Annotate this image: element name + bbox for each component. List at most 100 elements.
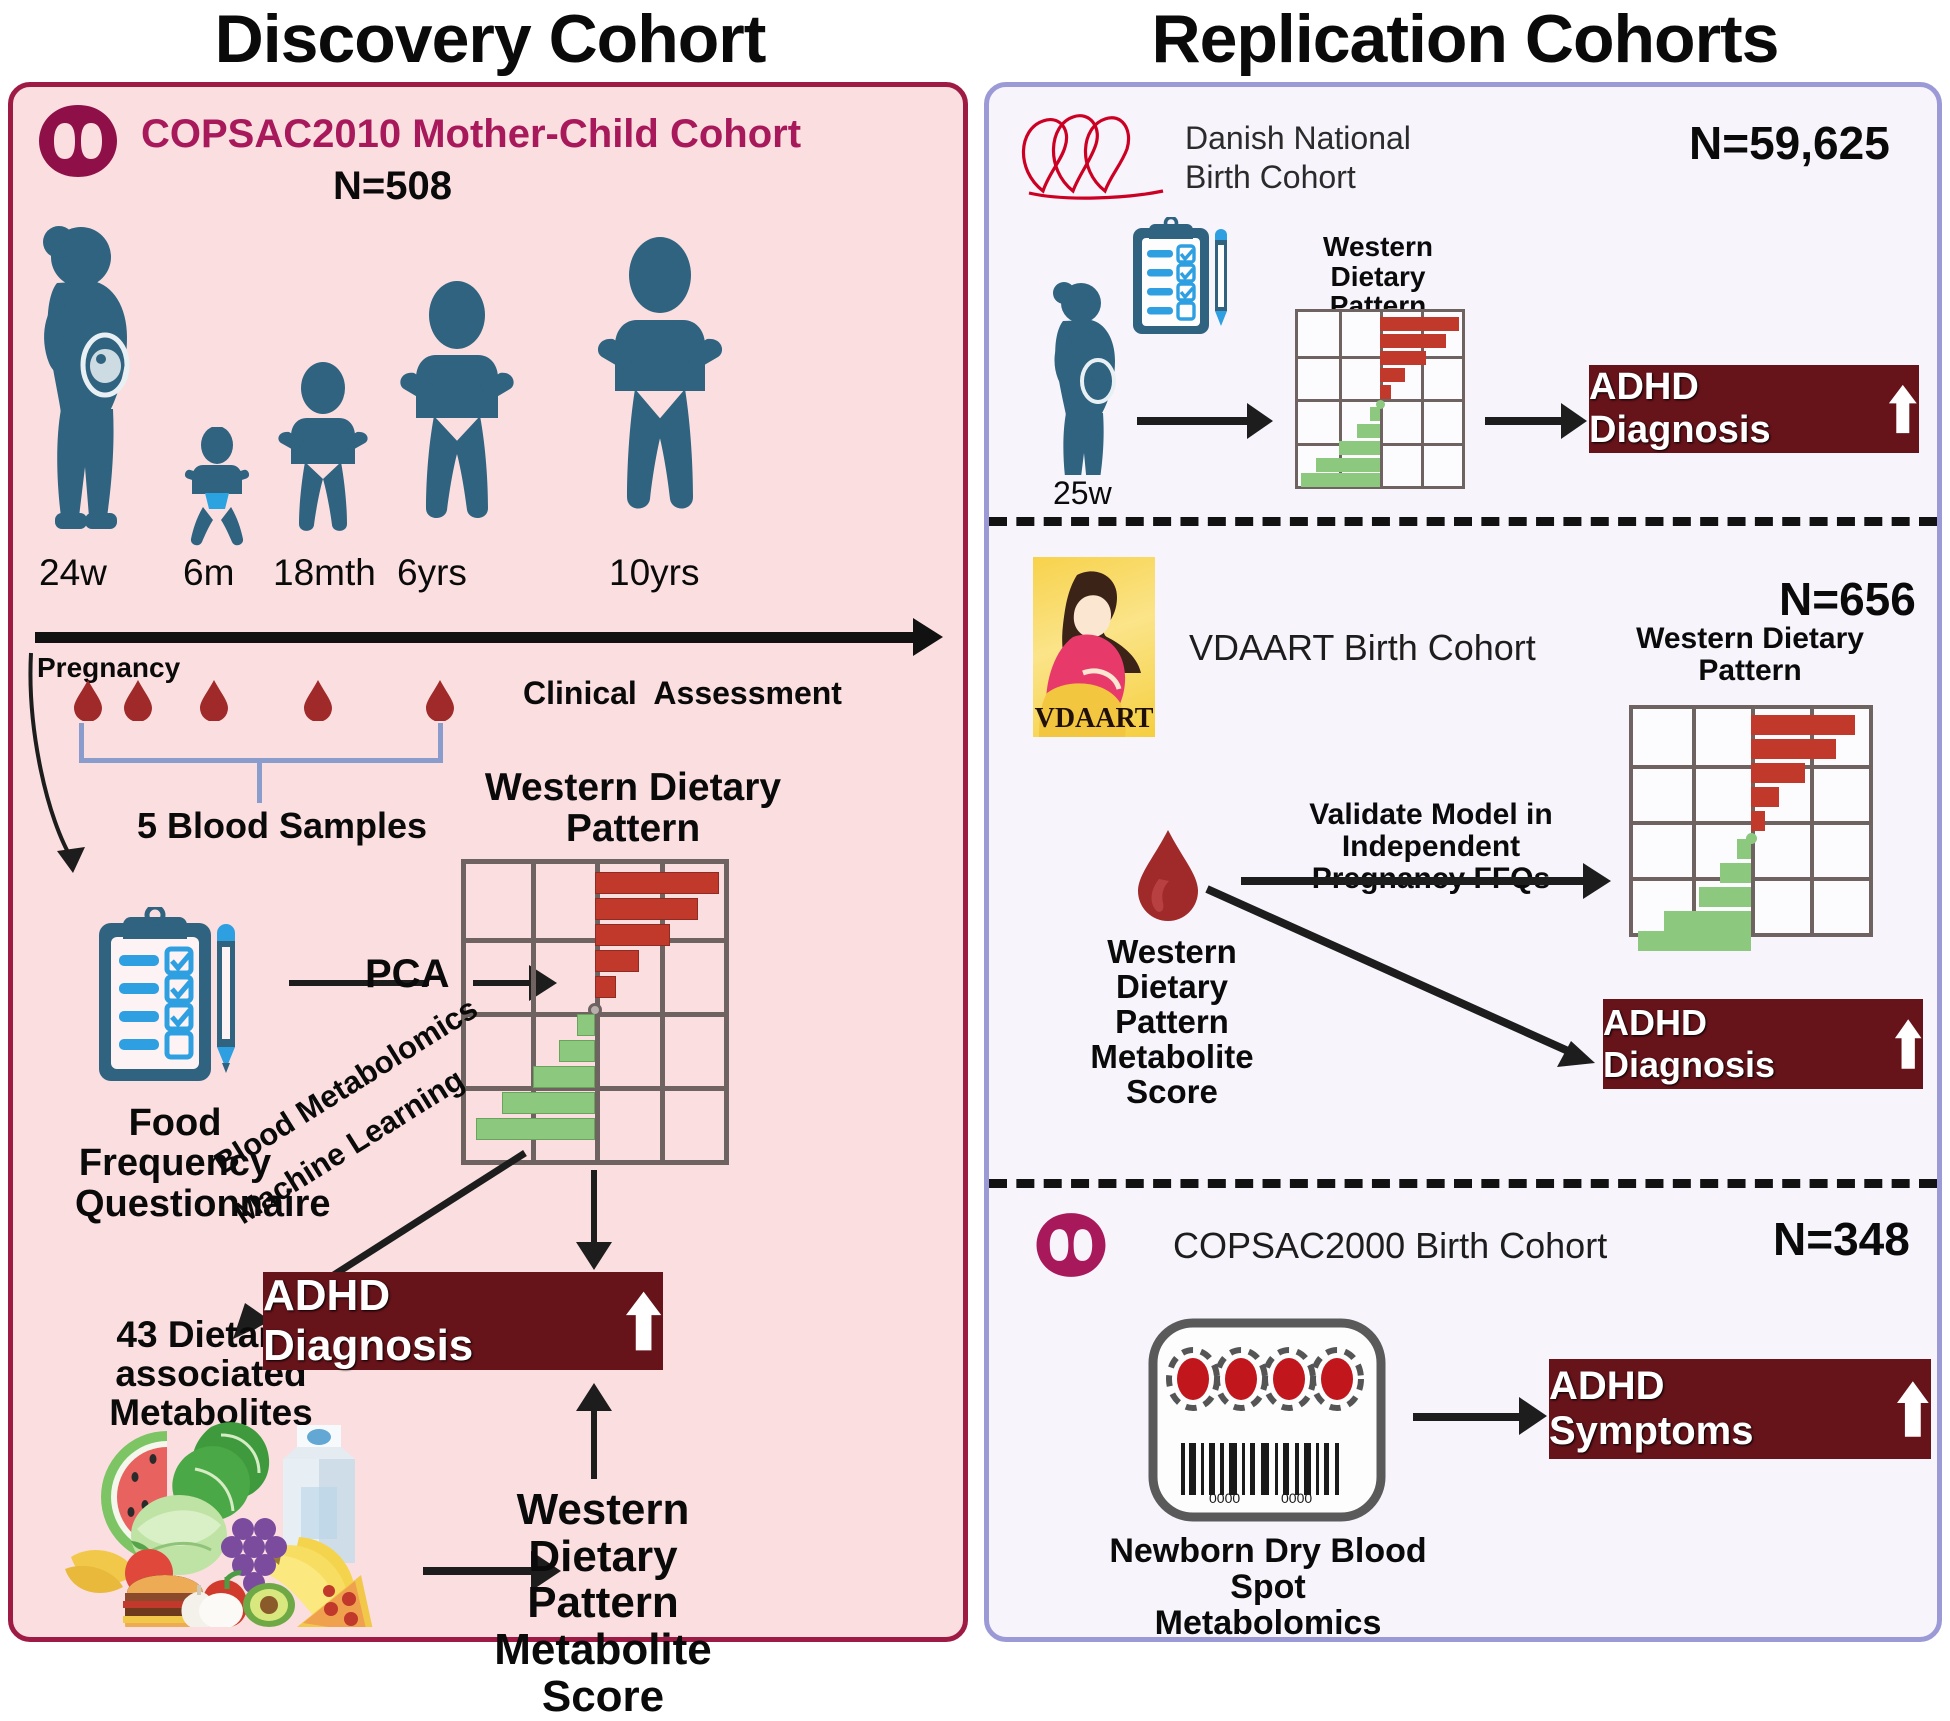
- bar-negative: [558, 1040, 595, 1062]
- vdaart-score-to-adhd-arrow: [1205, 885, 1595, 1067]
- bar-negative: [576, 1014, 595, 1036]
- vdaart-adhd-label: ADHD Diagnosis: [1603, 1002, 1776, 1085]
- chart-origin-node: [1376, 400, 1385, 409]
- bar-negative: [502, 1092, 595, 1114]
- discovery-header-text: Discovery Cohort: [214, 1, 767, 77]
- food-to-score-arrow-line: [423, 1567, 533, 1575]
- bar-negative: [533, 1066, 595, 1088]
- food-frequency-questionnaire-icon: [93, 904, 253, 1092]
- bar-positive: [595, 950, 639, 972]
- vdaart-blood-drop-icon: [1135, 827, 1201, 926]
- vdaart-cohort-title: VDAART Birth Cohort: [1189, 627, 1536, 668]
- clinical-assessment-label: Clinical Assessment: [523, 675, 842, 711]
- bar-negative: [1699, 887, 1751, 907]
- copsac2000-adhd-label: ADHD Symptoms: [1549, 1364, 1754, 1453]
- pca-label: PCA: [365, 952, 450, 996]
- bar-negative: [1663, 911, 1751, 931]
- vdaart-validate-arrow-head: [1583, 863, 1611, 899]
- discovery-metabolite-score-label: Western Dietary Pattern Metabolite Score: [494, 1485, 712, 1721]
- svg-text:VDAART: VDAART: [1035, 703, 1154, 734]
- replication-header: Replication Cohorts: [980, 0, 1950, 78]
- score-to-adhd-arrow-head: [576, 1383, 612, 1411]
- dnbc-wdp-chart: [1295, 309, 1465, 489]
- svg-text:0000: 0000: [1209, 1490, 1240, 1506]
- pregnant-mother-figure-icon: [35, 217, 160, 552]
- timeline-label-24w: 24w: [39, 552, 107, 593]
- replication-header-text: Replication Cohorts: [1151, 1, 1779, 77]
- up-arrow-icon: [625, 1291, 662, 1351]
- bar-positive: [1751, 739, 1836, 759]
- bar-positive: [1380, 368, 1405, 382]
- bar-negative: [1720, 863, 1751, 883]
- dnbc-n-count: N=59,625: [1689, 117, 1890, 169]
- bar-positive: [1380, 351, 1426, 365]
- timeline-label-18mth: 18mth: [273, 552, 376, 593]
- ffq-label: Food Frequency Questionnaire: [75, 1102, 331, 1225]
- dnbc-arrow2-line: [1485, 417, 1563, 425]
- wdp-to-adhd-arrow-line: [591, 1170, 597, 1246]
- copsac2000-arrow-line: [1413, 1413, 1523, 1421]
- timeline-label-6yrs: 6yrs: [397, 552, 467, 593]
- discovery-adhd-result-box: ADHD Diagnosis: [263, 1271, 663, 1370]
- bar-positive: [1751, 787, 1780, 807]
- bar-positive: [1380, 317, 1459, 331]
- toddler-figure-icon: [275, 362, 371, 552]
- blood-samples-bracket-stem: [257, 763, 262, 803]
- bar-positive: [1751, 811, 1766, 831]
- dnbc-gestation-label: 25w: [1053, 475, 1112, 511]
- dnbc-pregnant-figure-icon: [1047, 275, 1133, 485]
- chart-origin-node: [588, 1003, 602, 1017]
- dnbc-wdp-title: Western Dietary Pattern: [1323, 231, 1433, 322]
- vdaart-validate-arrow-line: [1241, 877, 1587, 885]
- dnbc-logo-icon: [1013, 103, 1203, 208]
- bar-positive: [595, 872, 719, 894]
- svg-text:0000: 0000: [1281, 1490, 1312, 1506]
- vdaart-n-count: N=656: [1779, 573, 1916, 625]
- bar-positive: [595, 898, 699, 920]
- vdaart-logo-icon: VDAART: [1033, 557, 1155, 737]
- bar-positive: [595, 976, 616, 998]
- discovery-wdp-chart: [461, 859, 729, 1165]
- discovery-adhd-label: ADHD Diagnosis: [263, 1271, 474, 1370]
- bar-positive: [1380, 385, 1392, 399]
- metabolites-label: 43 Dietary-associated Metabolites: [109, 1314, 313, 1434]
- copsac2000-cohort-title: COPSAC2000 Birth Cohort: [1173, 1225, 1608, 1266]
- discovery-n-count: N=508: [333, 164, 452, 208]
- timeline-label-6m: 6m: [183, 552, 235, 593]
- bar-negative: [1301, 473, 1380, 487]
- child-6yrs-figure-icon: [398, 279, 516, 552]
- pregnancy-to-ffq-arrow: [28, 652, 85, 873]
- child-10yrs-figure-icon: [595, 235, 725, 552]
- up-arrow-icon: [1897, 1381, 1930, 1437]
- timeline-label-10yrs: 10yrs: [609, 552, 700, 593]
- wdp-to-adhd-arrow-head: [576, 1242, 612, 1270]
- dnbc-logo-text: Danish National Birth Cohort: [1185, 119, 1411, 197]
- infant-figure-icon: [179, 426, 255, 552]
- food-to-score-arrow-head: [531, 1551, 561, 1591]
- vdaart-wdp-chart: [1629, 705, 1873, 951]
- bar-negative: [476, 1118, 595, 1140]
- bar-positive: [595, 924, 670, 946]
- discovery-header: Discovery Cohort: [0, 0, 980, 78]
- score-to-adhd-arrow-line: [591, 1409, 597, 1479]
- dnbc-arrow1-line: [1137, 417, 1249, 425]
- dnbc-ffq-clipboard-icon: [1129, 215, 1239, 344]
- dnbc-arrow2-head: [1561, 403, 1587, 439]
- vdaart-wdp-title: Western Dietary Pattern: [1636, 622, 1864, 687]
- bar-positive: [1751, 715, 1855, 735]
- timeline-axis: [35, 632, 925, 643]
- copsac2010-logo-icon: [35, 101, 121, 181]
- pregnancy-label: Pregnancy: [37, 652, 181, 683]
- chart-origin-node: [1746, 833, 1757, 844]
- blood-drop-icon: [73, 679, 103, 726]
- dnbc-arrow1-head: [1247, 403, 1273, 439]
- vdaart-adhd-result-box: ADHD Diagnosis: [1603, 999, 1923, 1089]
- copsac2010-cohort-title: COPSAC2010 Mother-Child Cohort: [141, 112, 802, 156]
- copsac2000-logo-icon: [1033, 1209, 1109, 1281]
- divider-dashed-1: [989, 517, 1937, 526]
- bar-positive: [1380, 334, 1446, 348]
- food-items-illustration-icon: [61, 1387, 401, 1658]
- bar-negative: [1370, 407, 1380, 421]
- blood-samples-label: 5 Blood Samples: [137, 805, 428, 846]
- discovery-cohort-panel: COPSAC2010 Mother-Child Cohort N=508 24w: [8, 82, 968, 1719]
